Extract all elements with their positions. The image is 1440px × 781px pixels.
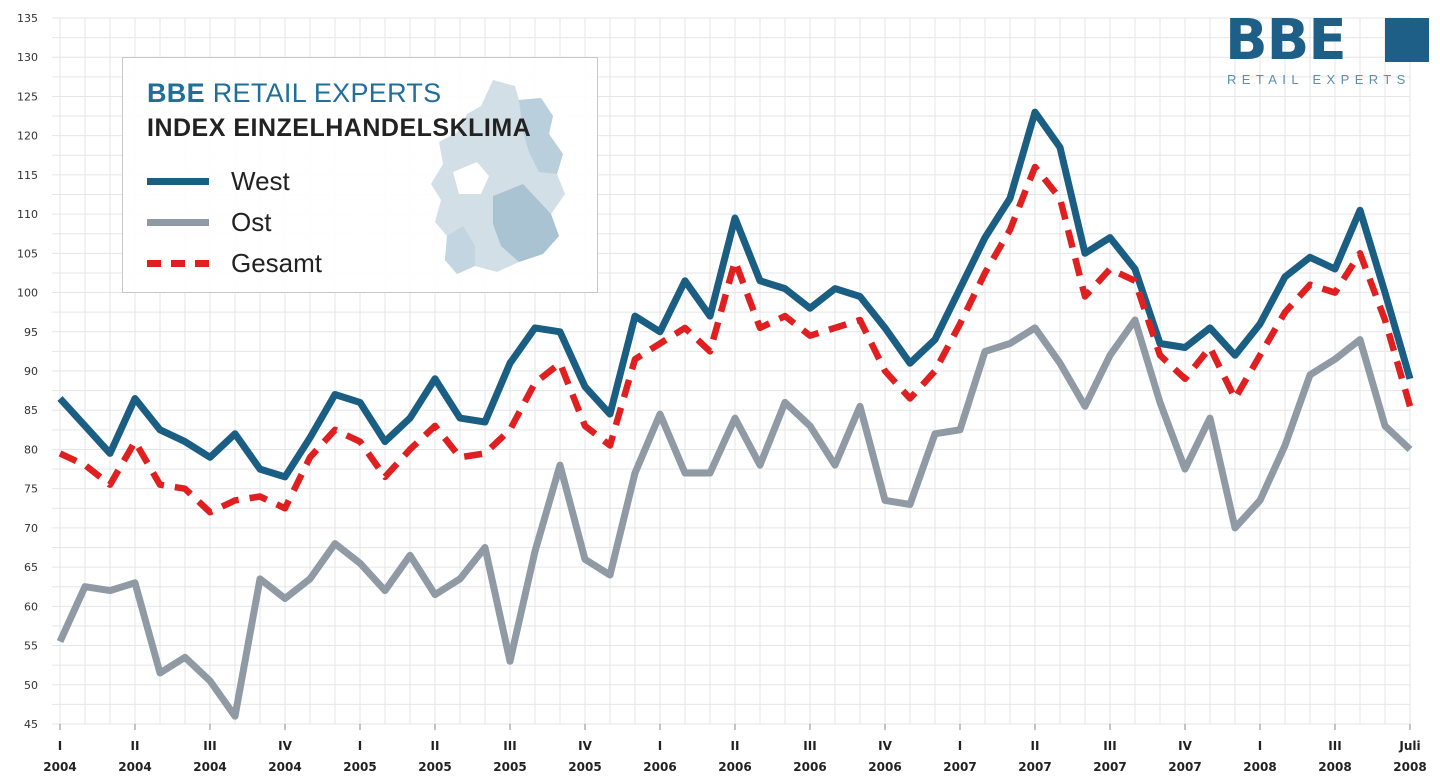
y-tick-label: 80 [24, 443, 38, 456]
legend-item-ost: Ost [147, 207, 271, 237]
y-tick-label: 85 [24, 404, 38, 417]
y-tick-label: 110 [17, 208, 38, 221]
x-tick-label: I [58, 739, 62, 753]
x-tick-label: 2008 [1318, 760, 1351, 774]
logo-square-icon [1385, 18, 1429, 62]
y-tick-label: 105 [17, 247, 38, 260]
y-tick-label: 120 [17, 130, 38, 143]
x-tick-label: 2008 [1243, 760, 1276, 774]
legend-swatch-ost [147, 218, 209, 226]
x-tick-label: IV [578, 739, 592, 753]
x-tick-label: 2004 [118, 760, 151, 774]
x-tick-label: 2004 [43, 760, 76, 774]
x-tick-label: I [358, 739, 362, 753]
x-axis-ticks: I2004II2004III2004IV2004I2005II2005III20… [43, 724, 1427, 774]
x-tick-label: Juli [1398, 739, 1420, 753]
legend-subtitle: INDEX EINZELHANDELSKLIMA [147, 114, 532, 142]
x-tick-label: I [958, 739, 962, 753]
x-tick-label: IV [1178, 739, 1192, 753]
x-tick-label: 2005 [418, 760, 451, 774]
x-tick-label: 2006 [643, 760, 676, 774]
x-tick-label: 2006 [793, 760, 826, 774]
germany-map-icon [431, 80, 565, 274]
x-tick-label: 2005 [493, 760, 526, 774]
y-tick-label: 100 [17, 287, 38, 300]
y-tick-label: 60 [24, 600, 38, 613]
series-line-gesamt [58, 163, 1414, 516]
x-tick-label: 2007 [1093, 760, 1126, 774]
y-tick-label: 75 [24, 483, 38, 496]
y-tick-label: 70 [24, 522, 38, 535]
x-tick-label: 2007 [943, 760, 976, 774]
x-tick-label: II [131, 739, 140, 753]
legend-swatch-west [147, 177, 209, 185]
x-tick-label: 2005 [568, 760, 601, 774]
chart-series [56, 108, 1414, 720]
y-tick-label: 90 [24, 365, 38, 378]
x-tick-label: 2004 [268, 760, 301, 774]
x-tick-label: II [1031, 739, 1040, 753]
y-tick-label: 125 [17, 90, 38, 103]
y-tick-label: 45 [24, 718, 38, 731]
x-tick-label: III [203, 739, 216, 753]
y-tick-label: 65 [24, 561, 38, 574]
legend-item-gesamt: Gesamt [147, 248, 322, 278]
x-tick-label: III [803, 739, 816, 753]
y-tick-label: 50 [24, 679, 38, 692]
x-tick-label: 2005 [343, 760, 376, 774]
x-tick-label: 2007 [1168, 760, 1201, 774]
x-tick-label: III [503, 739, 516, 753]
chart-legend: BBE RETAIL EXPERTS INDEX EINZELHANDELSKL… [122, 57, 598, 293]
series-line-west [57, 108, 1414, 481]
x-tick-label: III [1328, 739, 1341, 753]
x-tick-label: I [658, 739, 662, 753]
x-tick-label: I [1258, 739, 1262, 753]
y-tick-label: 95 [24, 326, 38, 339]
x-tick-label: 2006 [718, 760, 751, 774]
x-tick-label: 2004 [193, 760, 226, 774]
y-tick-label: 115 [17, 169, 38, 182]
y-tick-label: 130 [17, 51, 38, 64]
x-tick-label: 2008 [1393, 760, 1426, 774]
y-tick-label: 135 [17, 12, 38, 25]
legend-title: BBE RETAIL EXPERTS [147, 78, 442, 108]
x-tick-label: II [431, 739, 440, 753]
y-axis-ticks: 45 50 55 60 65 70 75 80 85 90 95 100 105 110 115 120 125… [17, 12, 38, 731]
x-tick-label: III [1103, 739, 1116, 753]
legend-swatch-gesamt [147, 259, 209, 267]
x-tick-label: 2007 [1018, 760, 1051, 774]
legend-item-west: West [147, 166, 290, 196]
x-tick-label: IV [878, 739, 892, 753]
bbe-logo: BBE RETAIL EXPERTS [1225, 13, 1430, 92]
x-tick-label: II [731, 739, 740, 753]
x-tick-label: 2006 [868, 760, 901, 774]
x-tick-label: IV [278, 739, 292, 753]
series-line-ost [56, 316, 1413, 720]
y-tick-label: 55 [24, 640, 38, 653]
